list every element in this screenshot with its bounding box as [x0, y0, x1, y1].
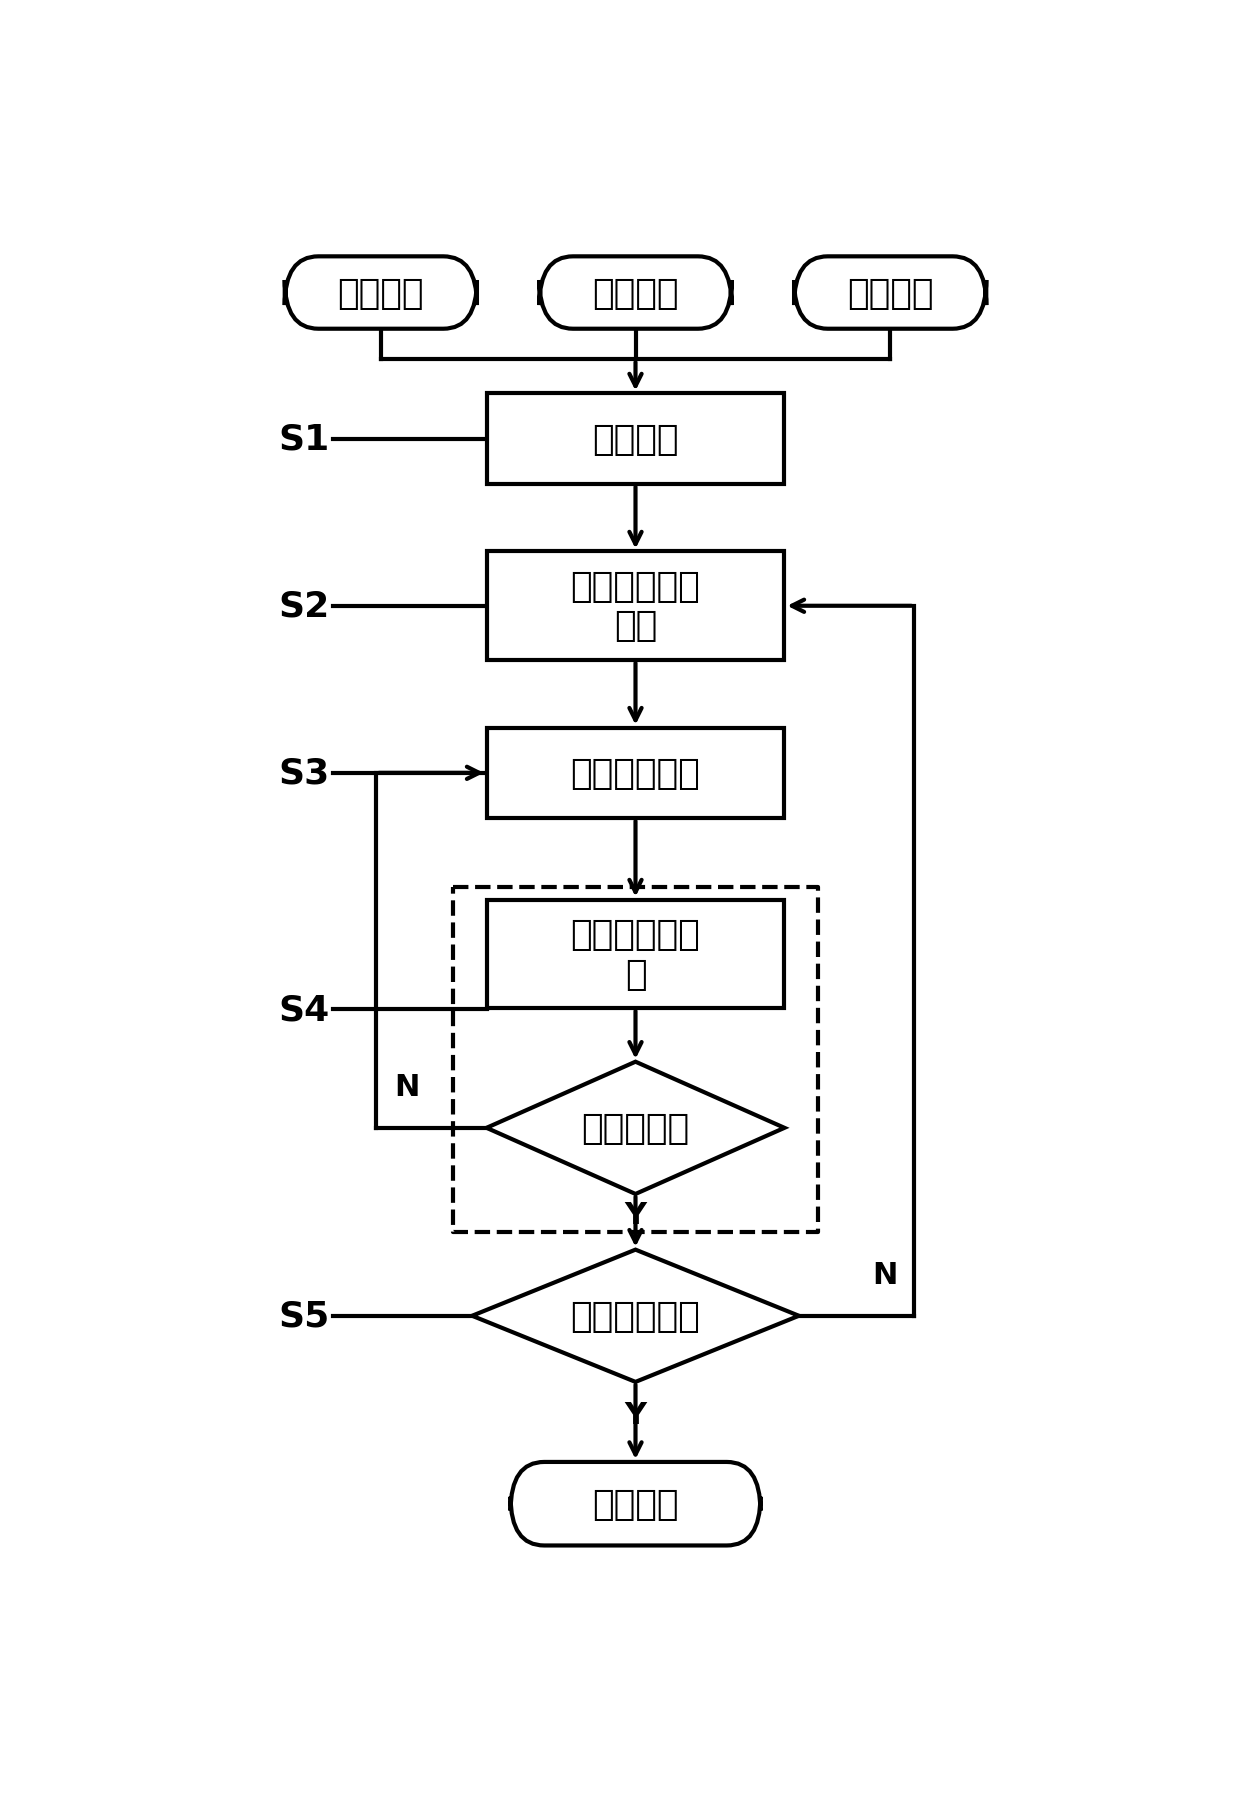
Bar [486, 553, 785, 661]
Text: S5: S5 [278, 1299, 330, 1334]
Text: 转速信号: 转速信号 [593, 276, 678, 311]
FancyBboxPatch shape [285, 257, 477, 329]
Text: 轧辊旋转周期
计算: 轧辊旋转周期 计算 [570, 569, 701, 643]
Bar [486, 900, 785, 1008]
Text: 自相关系数计
算: 自相关系数计 算 [570, 918, 701, 990]
Text: 辊系故障: 辊系故障 [593, 1487, 678, 1521]
Bar [486, 728, 785, 819]
Text: 是否重复多次: 是否重复多次 [570, 1299, 701, 1334]
Text: N: N [394, 1072, 419, 1100]
Polygon shape [472, 1250, 799, 1382]
Polygon shape [486, 1063, 785, 1194]
Text: S3: S3 [278, 757, 330, 790]
Text: S2: S2 [278, 589, 330, 623]
Text: S1: S1 [278, 423, 330, 457]
Text: 振动信号处理: 振动信号处理 [570, 757, 701, 790]
Text: 信号采集: 信号采集 [593, 423, 678, 457]
Text: 自相关判断: 自相关判断 [582, 1111, 689, 1146]
Text: Y: Y [625, 1400, 646, 1429]
Text: Y: Y [625, 1200, 646, 1229]
Text: N: N [873, 1259, 898, 1288]
Bar [486, 394, 785, 484]
FancyBboxPatch shape [511, 1462, 760, 1545]
FancyBboxPatch shape [539, 257, 732, 329]
Text: 辊径信息: 辊径信息 [847, 276, 934, 311]
Text: 振动信号: 振动信号 [337, 276, 424, 311]
Text: S4: S4 [278, 992, 330, 1026]
FancyBboxPatch shape [794, 257, 986, 329]
